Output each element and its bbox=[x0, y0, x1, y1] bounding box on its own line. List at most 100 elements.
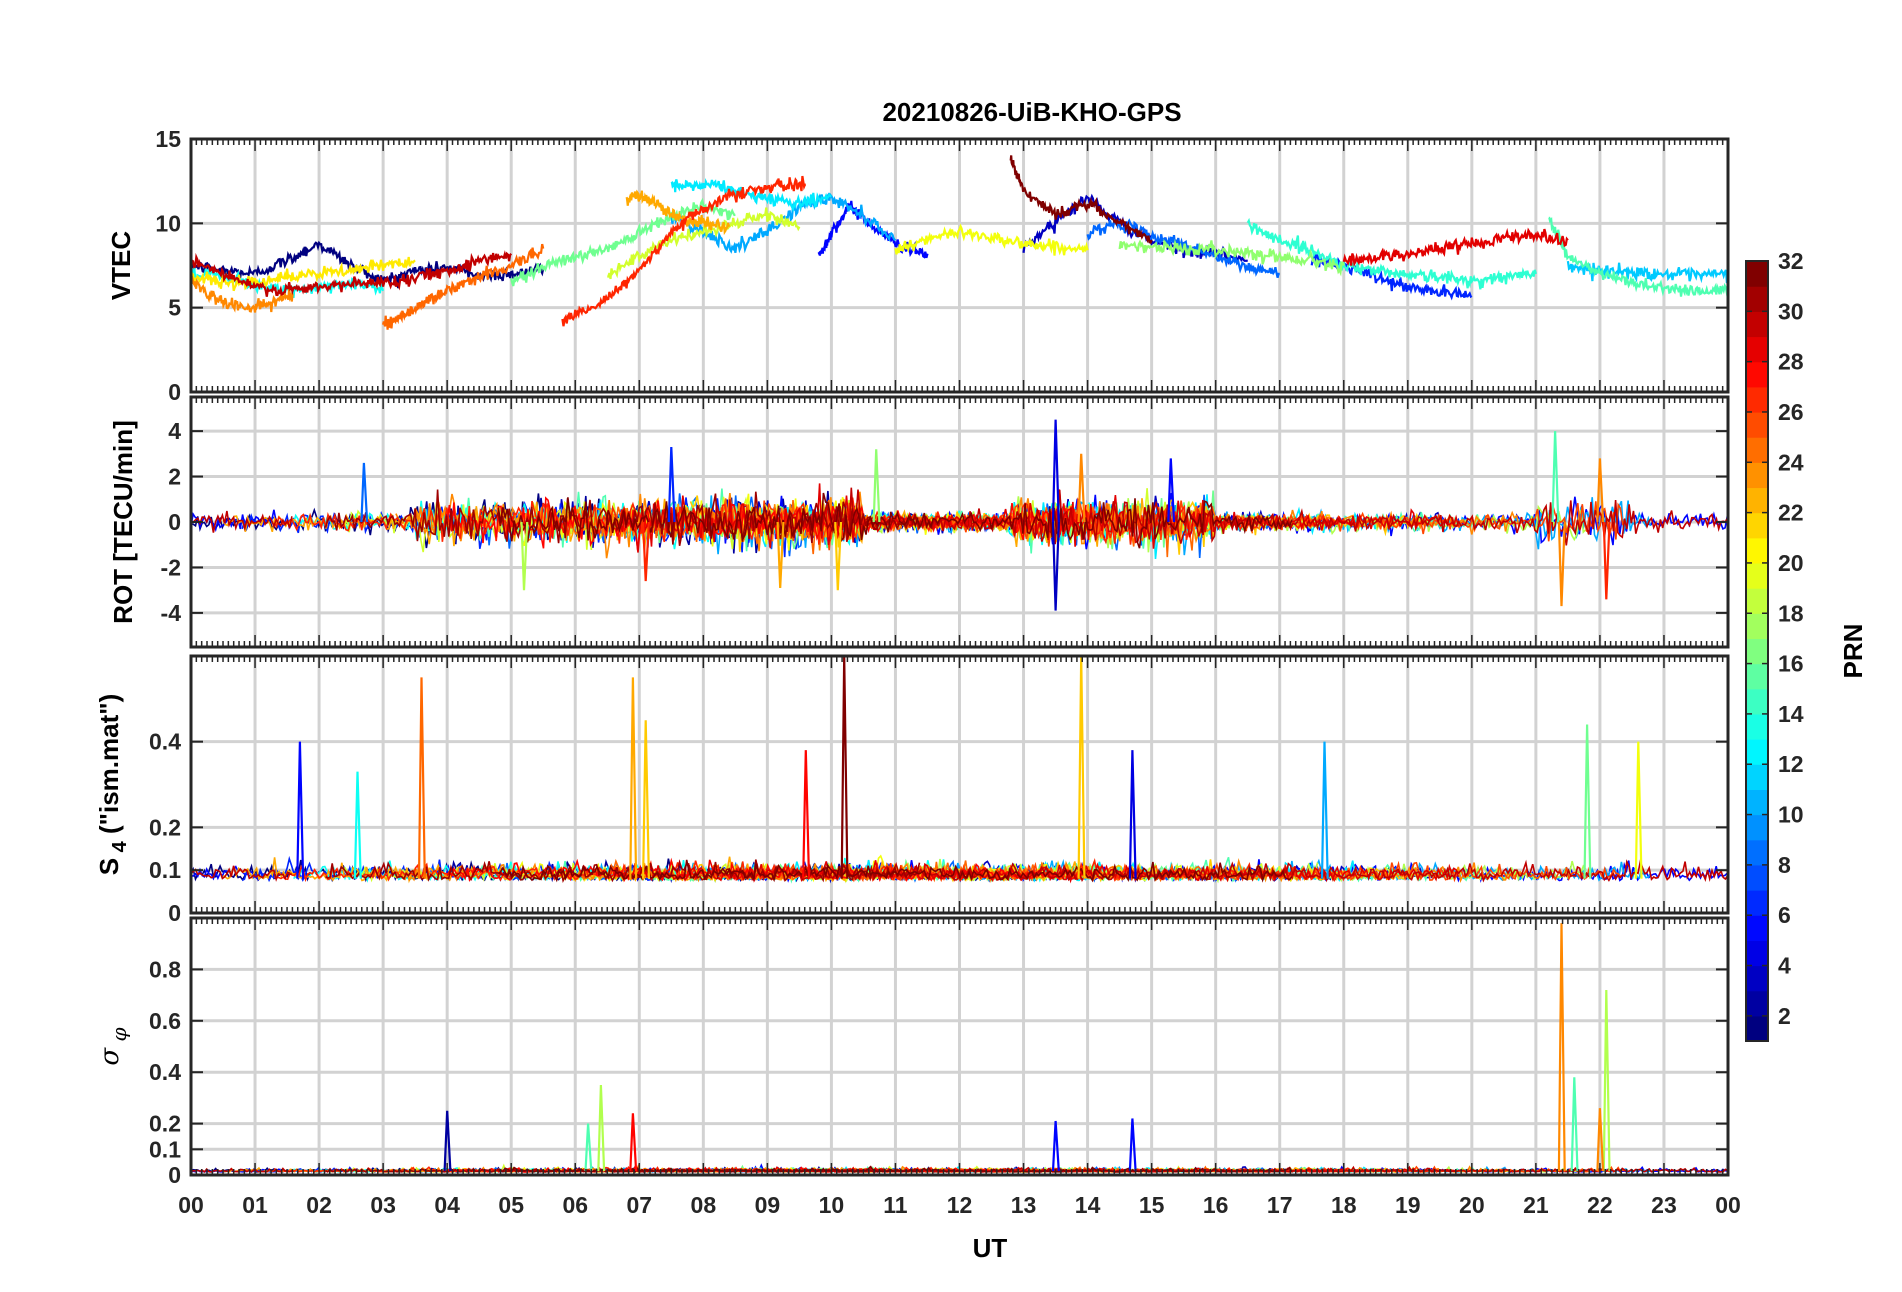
x-tick-label: 02 bbox=[306, 1192, 332, 1218]
sigma_phi-peak bbox=[597, 1084, 606, 1172]
colorbar-tick-label: 22 bbox=[1778, 500, 1804, 526]
rot-peak bbox=[1602, 521, 1611, 600]
colorbar-bin bbox=[1746, 739, 1768, 765]
s4-peak bbox=[802, 750, 811, 879]
colorbar-bin bbox=[1746, 1015, 1768, 1042]
colorbar-bin bbox=[1746, 336, 1768, 363]
y-tick-label: 0 bbox=[168, 509, 181, 535]
s4-peak bbox=[629, 677, 638, 879]
rot-peak bbox=[1167, 458, 1176, 523]
y-tick-label: 0.2 bbox=[149, 814, 181, 840]
colorbar-bin bbox=[1746, 864, 1768, 891]
colorbar-bin bbox=[1746, 764, 1768, 790]
y-axis-label-vtec: VTEC bbox=[106, 231, 136, 301]
vtec-line-prn-23 bbox=[625, 189, 731, 236]
colorbar-bin bbox=[1746, 311, 1768, 338]
panel-s4: 0 0.1 0.2 0.4 S 4 ("ism.mat") bbox=[94, 654, 1730, 926]
panel-rot: -4 -2 0 2 4 ROT [TECU/min] bbox=[108, 395, 1730, 649]
sigma_phi-peak bbox=[1128, 1118, 1137, 1172]
y-axis-label-rot: ROT [TECU/min] bbox=[108, 420, 138, 624]
x-tick-label: 22 bbox=[1587, 1192, 1613, 1218]
s4-peak bbox=[1128, 750, 1137, 879]
rot-peak bbox=[667, 446, 676, 523]
rot-peak bbox=[776, 521, 785, 588]
vtec-line-prn-6 bbox=[1310, 253, 1473, 301]
colorbar-tick-label: 16 bbox=[1778, 651, 1804, 677]
colorbar-tick-label: 8 bbox=[1778, 852, 1791, 878]
x-axis-label: UT bbox=[973, 1233, 1008, 1263]
rot-peak bbox=[1557, 521, 1566, 607]
x-tick-label: 13 bbox=[1011, 1192, 1037, 1218]
y-axis-label-s4: S 4 ("ism.mat") bbox=[94, 694, 131, 876]
colorbar-bin bbox=[1746, 713, 1768, 740]
colorbar-bin bbox=[1746, 965, 1768, 992]
vtec-line-prn-24 bbox=[191, 275, 294, 313]
x-tick-label: 23 bbox=[1651, 1192, 1677, 1218]
x-tick-label: 19 bbox=[1395, 1192, 1421, 1218]
vtec-line-prn-14 bbox=[1246, 217, 1537, 290]
y-tick-label: 0.1 bbox=[149, 1136, 181, 1162]
sigma_phi-peak bbox=[1596, 1108, 1605, 1172]
x-tick-label: 12 bbox=[947, 1192, 973, 1218]
vtec-line-prn-27 bbox=[561, 175, 807, 327]
vtec-line-prn-17 bbox=[1118, 238, 1345, 277]
colorbar-tick-label: 24 bbox=[1778, 449, 1804, 475]
sigma_phi-trace-prn-30 bbox=[191, 1167, 293, 1174]
s4-peak bbox=[1320, 741, 1329, 879]
colorbar-bin bbox=[1746, 588, 1768, 614]
s4-peak bbox=[1583, 724, 1592, 879]
colorbar-bin bbox=[1746, 613, 1768, 640]
sigma_phi-peak bbox=[1602, 989, 1611, 1172]
x-tick-label: 05 bbox=[498, 1192, 524, 1218]
s4-trace-prn-30 bbox=[792, 858, 1728, 883]
colorbar-bin bbox=[1746, 814, 1768, 841]
x-tick-label: 01 bbox=[242, 1192, 268, 1218]
sigma_phi-peak bbox=[443, 1110, 452, 1172]
s4-peak bbox=[353, 771, 362, 879]
vtec-line-prn-21 bbox=[191, 256, 416, 292]
x-tick-label: 17 bbox=[1267, 1192, 1293, 1218]
panel-vtec: 0 5 10 15 VTEC bbox=[106, 126, 1730, 405]
colorbar-bin bbox=[1746, 261, 1768, 287]
colorbar-bin bbox=[1746, 562, 1768, 589]
minor-ticks-s4 bbox=[190, 656, 1729, 913]
x-tick-label: 07 bbox=[626, 1192, 652, 1218]
y-tick-label: 0.1 bbox=[149, 857, 181, 883]
colorbar-tick-label: 32 bbox=[1778, 248, 1804, 274]
colorbar-label: PRN bbox=[1838, 624, 1868, 679]
y-tick-label: 0.4 bbox=[149, 729, 181, 755]
vtec-line-prn-3 bbox=[1022, 193, 1249, 266]
minor-ticks-sigma_phi bbox=[190, 918, 1729, 1175]
rot-peak bbox=[1077, 453, 1086, 523]
colorbar-bin bbox=[1746, 386, 1768, 413]
colorbar-bin bbox=[1746, 688, 1768, 715]
colorbar-bin bbox=[1746, 890, 1768, 916]
sigma_phi-peak bbox=[629, 1113, 638, 1172]
vtec-line-prn-30 bbox=[191, 250, 513, 297]
rot-peak bbox=[1051, 419, 1060, 523]
colorbar-bin bbox=[1746, 512, 1768, 539]
y-tick-label: 0.4 bbox=[149, 1059, 181, 1085]
colorbar-bin bbox=[1746, 789, 1768, 816]
s4-peak bbox=[840, 656, 849, 879]
colorbar-bin bbox=[1746, 663, 1768, 690]
colorbar-bin bbox=[1746, 487, 1768, 514]
x-tick-label: 15 bbox=[1139, 1192, 1165, 1218]
vtec-line-prn-16 bbox=[510, 197, 736, 287]
y-tick-label: 2 bbox=[168, 464, 181, 490]
colorbar-tick-label: 20 bbox=[1778, 550, 1804, 576]
s4-peak bbox=[1077, 656, 1086, 879]
x-tick-label: 04 bbox=[434, 1192, 460, 1218]
x-tick-label: 11 bbox=[883, 1192, 908, 1218]
vtec-line-prn-15 bbox=[1548, 216, 1728, 297]
x-tick-label: 20 bbox=[1459, 1192, 1485, 1218]
x-tick-label: 00 bbox=[1715, 1192, 1741, 1218]
rot-peak bbox=[834, 521, 843, 591]
chart-title: 20210826-UiB-KHO-GPS bbox=[882, 97, 1181, 127]
rot-trace-prn-32 bbox=[497, 492, 1293, 549]
colorbar-tick-label: 10 bbox=[1778, 802, 1804, 828]
colorbar-tick-label: 26 bbox=[1778, 399, 1804, 425]
sigma_phi-peak bbox=[1570, 1077, 1579, 1172]
minor-ticks-vtec bbox=[190, 139, 1729, 392]
y-tick-label: 15 bbox=[155, 126, 181, 152]
